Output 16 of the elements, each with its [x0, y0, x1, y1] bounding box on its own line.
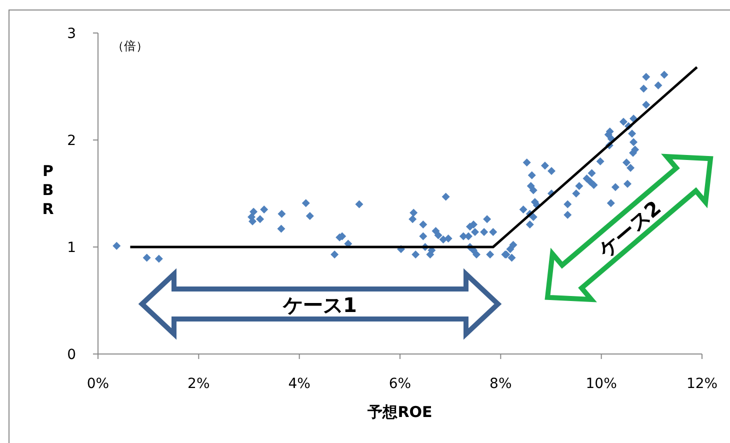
x-axis-title: 予想ROE [366, 403, 432, 421]
y-tick-label: 2 [67, 133, 76, 149]
x-tick-label: 4% [288, 376, 310, 392]
y-tick-label: 1 [67, 240, 76, 256]
annotation: （倍） [112, 39, 148, 53]
y-axis-title: PBR [42, 162, 54, 218]
x-tick-label: 12% [686, 376, 718, 392]
annotation: ケース1 [282, 293, 357, 317]
y-tick-label: 0 [67, 347, 76, 363]
y-tick-label: 3 [67, 26, 76, 42]
x-tick-label: 2% [188, 376, 210, 392]
annotation: ケース2 [592, 196, 666, 263]
x-tick-label: 8% [490, 376, 512, 392]
x-tick-label: 0% [86, 376, 110, 392]
x-tick-label: 6% [388, 376, 412, 392]
x-tick-label: 10% [586, 376, 617, 392]
